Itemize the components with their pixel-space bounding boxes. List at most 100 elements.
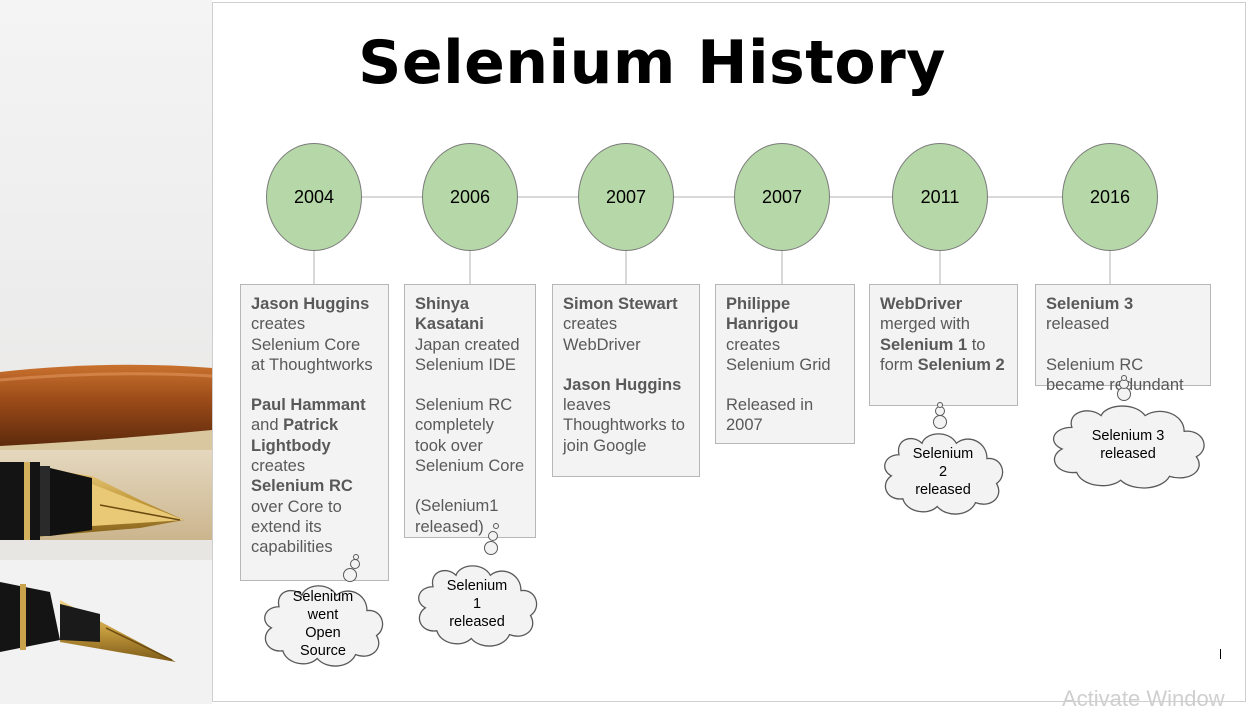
cursor-mark: [1220, 649, 1221, 659]
thought-bubble-dot: [1121, 375, 1127, 381]
event-text: merged with: [880, 315, 970, 334]
event-paragraph: Selenium RC completely took over Seleniu…: [415, 395, 525, 476]
event-description-box: WebDriver merged with Selenium 1 to form…: [869, 284, 1018, 406]
cloud-shape: [412, 558, 542, 650]
event-name-text: Selenium RC: [251, 477, 353, 496]
cloud-text-line: went: [307, 607, 339, 623]
event-text: creates WebDriver: [563, 315, 641, 354]
cloud-text-line: Selenium: [292, 589, 354, 605]
cloud-text-line: Selenium 3: [1091, 428, 1165, 444]
cloud-shape: [258, 578, 388, 670]
event-name-text: Selenium 1: [880, 335, 968, 354]
cloud-text-line: Selenium: [912, 446, 974, 462]
event-paragraph: Jason Huggins leaves Thoughtworks to joi…: [563, 375, 689, 456]
event-description-box: Shinya Kasatani Japan created Selenium I…: [404, 284, 536, 538]
event-paragraph: Selenium RC became redundant: [1046, 355, 1200, 396]
year-node: 2007: [734, 143, 830, 251]
year-label: 2007: [605, 186, 647, 207]
cloud-callout: Selenium 2 released: [878, 426, 1008, 518]
event-text: creates Selenium Core at Thoughtworks: [251, 315, 373, 374]
timeline-stem: [1109, 251, 1111, 284]
year-label: 2006: [449, 186, 491, 207]
cloud-text-line: released: [915, 482, 971, 498]
timeline-stem: [469, 251, 471, 284]
timeline-connector: [312, 196, 1112, 198]
event-name-text: Simon Stewart: [563, 295, 678, 313]
thought-bubble-dot: [488, 531, 498, 541]
event-name-text: Philippe Hanrigou: [726, 295, 799, 334]
event-paragraph: Paul Hammant and Patrick Lightbody creat…: [251, 395, 378, 557]
timeline-stem: [781, 251, 783, 284]
year-node: 2016: [1062, 143, 1158, 251]
event-text: released: [1046, 315, 1110, 334]
event-name-text: Patrick Lightbody: [251, 416, 339, 455]
event-paragraph: Simon Stewart creates WebDriver: [563, 294, 689, 355]
event-text: over Core to extend its capabilities: [251, 497, 342, 557]
event-description-box: Jason Huggins creates Selenium Core at T…: [240, 284, 389, 581]
event-name-text: Selenium 3: [1046, 295, 1134, 313]
event-text: creates Selenium Grid: [726, 335, 831, 374]
thought-bubble-dot: [937, 402, 943, 408]
year-node: 2011: [892, 143, 988, 251]
event-text: and: [251, 416, 284, 435]
event-paragraph: Released in 2007: [726, 395, 844, 436]
year-label: 2007: [761, 186, 803, 207]
event-text: Japan created Selenium IDE: [415, 335, 520, 374]
thought-bubble-dot: [484, 541, 498, 555]
cloud-text-line: released: [1100, 446, 1156, 462]
thought-bubble-dot: [350, 559, 360, 569]
cloud-text: Selenium went Open Source: [258, 588, 388, 660]
cloud-text-line: Open: [305, 625, 341, 641]
cloud-text: Selenium 2 released: [878, 445, 1008, 499]
event-paragraph: Philippe Hanrigou creates Selenium Grid: [726, 294, 844, 375]
thought-bubble-dot: [343, 568, 357, 582]
event-name-text: Paul Hammant: [251, 396, 366, 415]
cloud-callout: Selenium 1 released: [412, 558, 542, 650]
event-paragraph: Jason Huggins creates Selenium Core at T…: [251, 294, 378, 375]
event-paragraph: Shinya Kasatani Japan created Selenium I…: [415, 294, 525, 375]
event-name-text: Jason Huggins: [251, 295, 370, 313]
cloud-text-line: 2: [938, 464, 948, 480]
pen-decoration-panel: [0, 0, 212, 704]
year-label: 2004: [293, 186, 335, 207]
event-text: leaves Thoughtworks to join Google: [563, 396, 685, 455]
cloud-callout: Selenium 3 released: [1045, 398, 1211, 492]
cloud-text-line: Source: [300, 643, 346, 659]
slide-title: Selenium History: [358, 28, 946, 98]
event-text: Selenium RC became redundant: [1046, 355, 1184, 394]
event-paragraph: Selenium 3 released: [1046, 294, 1200, 335]
event-text: to form: [880, 335, 986, 374]
timeline-stem: [313, 251, 315, 284]
event-description-box: Simon Stewart creates WebDriver Jason Hug…: [552, 284, 700, 477]
thought-bubble-dot: [353, 554, 359, 560]
activate-windows-watermark: Activate Window: [1062, 686, 1225, 711]
timeline-stem: [625, 251, 627, 284]
year-label: 2016: [1089, 186, 1131, 207]
event-text: (Selenium1 released): [415, 497, 499, 536]
cloud-text-line: Selenium: [446, 578, 508, 594]
event-text: creates: [251, 457, 306, 476]
thought-bubble-dot: [493, 523, 499, 529]
year-label: 2011: [920, 186, 960, 207]
event-name-text: WebDriver: [880, 295, 963, 313]
event-name-text: Shinya Kasatani: [415, 295, 484, 334]
event-text: Released in 2007: [726, 396, 814, 435]
cloud-text: Selenium 3 released: [1045, 427, 1211, 463]
cloud-text: Selenium 1 released: [412, 577, 542, 631]
event-paragraph: (Selenium1 released): [415, 496, 525, 537]
cloud-text-line: 1: [472, 596, 482, 612]
event-name-text: Jason Huggins: [563, 375, 682, 394]
year-node: 2007: [578, 143, 674, 251]
cloud-text-line: released: [449, 614, 505, 630]
year-node: 2006: [422, 143, 518, 251]
fountain-pens-image: [0, 364, 212, 704]
event-name-text: Selenium 2: [917, 355, 1005, 374]
cloud-callout: Selenium went Open Source: [258, 578, 388, 670]
event-description-box: Selenium 3 released Selenium RC became re…: [1035, 284, 1211, 394]
event-description-box: Philippe Hanrigou creates Selenium Grid R…: [715, 284, 855, 444]
year-node: 2004: [266, 143, 362, 251]
event-paragraph: WebDriver merged with Selenium 1 to form…: [880, 294, 1007, 375]
cloud-shape: [878, 426, 1008, 518]
cloud-shape: [1045, 398, 1211, 492]
timeline-stem: [939, 251, 941, 284]
